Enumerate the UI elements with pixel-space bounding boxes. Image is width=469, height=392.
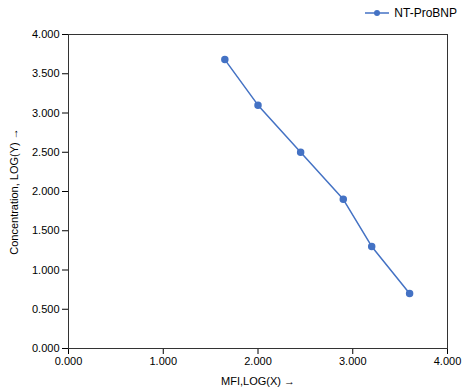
svg-text:2.000: 2.000 bbox=[244, 355, 272, 367]
svg-text:2.500: 2.500 bbox=[32, 146, 60, 158]
svg-text:0.500: 0.500 bbox=[32, 303, 60, 315]
svg-text:Concentration, LOG(Y) →: Concentration, LOG(Y) → bbox=[8, 128, 20, 255]
svg-text:3.000: 3.000 bbox=[32, 107, 60, 119]
svg-text:0.000: 0.000 bbox=[32, 342, 60, 354]
svg-text:3.500: 3.500 bbox=[32, 67, 60, 79]
svg-text:4.000: 4.000 bbox=[32, 28, 60, 40]
svg-text:0.000: 0.000 bbox=[55, 355, 83, 367]
svg-text:1.000: 1.000 bbox=[32, 264, 60, 276]
svg-text:3.000: 3.000 bbox=[339, 355, 367, 367]
svg-text:4.000: 4.000 bbox=[434, 355, 462, 367]
svg-text:1.000: 1.000 bbox=[149, 355, 177, 367]
svg-text:MFI,LOG(X) →: MFI,LOG(X) → bbox=[221, 375, 295, 387]
svg-text:2.000: 2.000 bbox=[32, 185, 60, 197]
svg-text:1.500: 1.500 bbox=[32, 224, 60, 236]
html-text:NT-ProBNP: NT-ProBNP bbox=[394, 6, 457, 20]
